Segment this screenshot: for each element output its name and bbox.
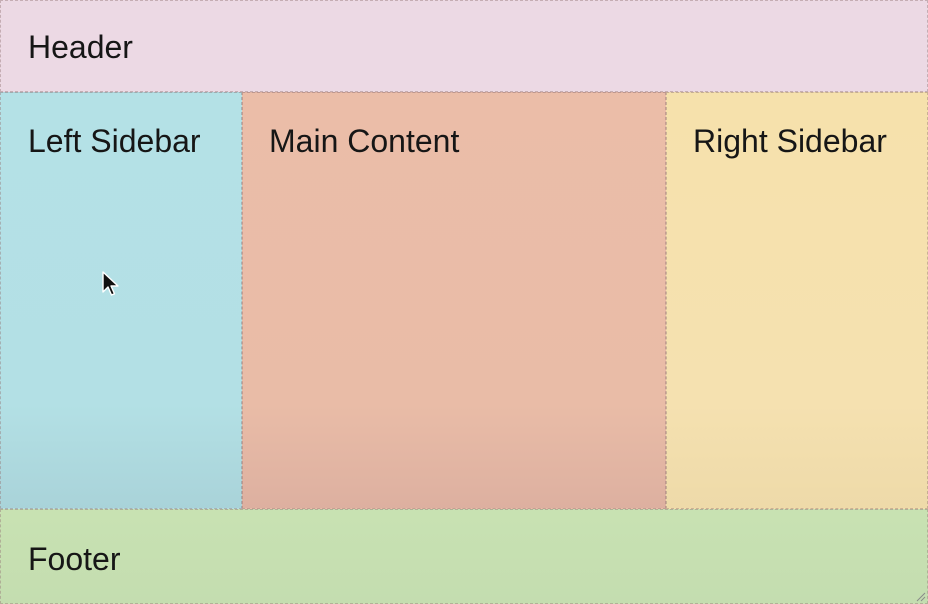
main-content-label: Main Content [269, 123, 460, 159]
main-content-region: Main Content [242, 92, 666, 509]
right-sidebar-label: Right Sidebar [693, 123, 887, 159]
left-sidebar-label: Left Sidebar [28, 123, 201, 159]
header-region: Header [0, 0, 928, 92]
footer-region: Footer [0, 509, 928, 604]
header-label: Header [28, 29, 133, 65]
footer-label: Footer [28, 541, 121, 577]
right-sidebar-region: Right Sidebar [666, 92, 928, 509]
resize-grip-icon[interactable] [914, 590, 926, 602]
left-sidebar-region: Left Sidebar [0, 92, 242, 509]
